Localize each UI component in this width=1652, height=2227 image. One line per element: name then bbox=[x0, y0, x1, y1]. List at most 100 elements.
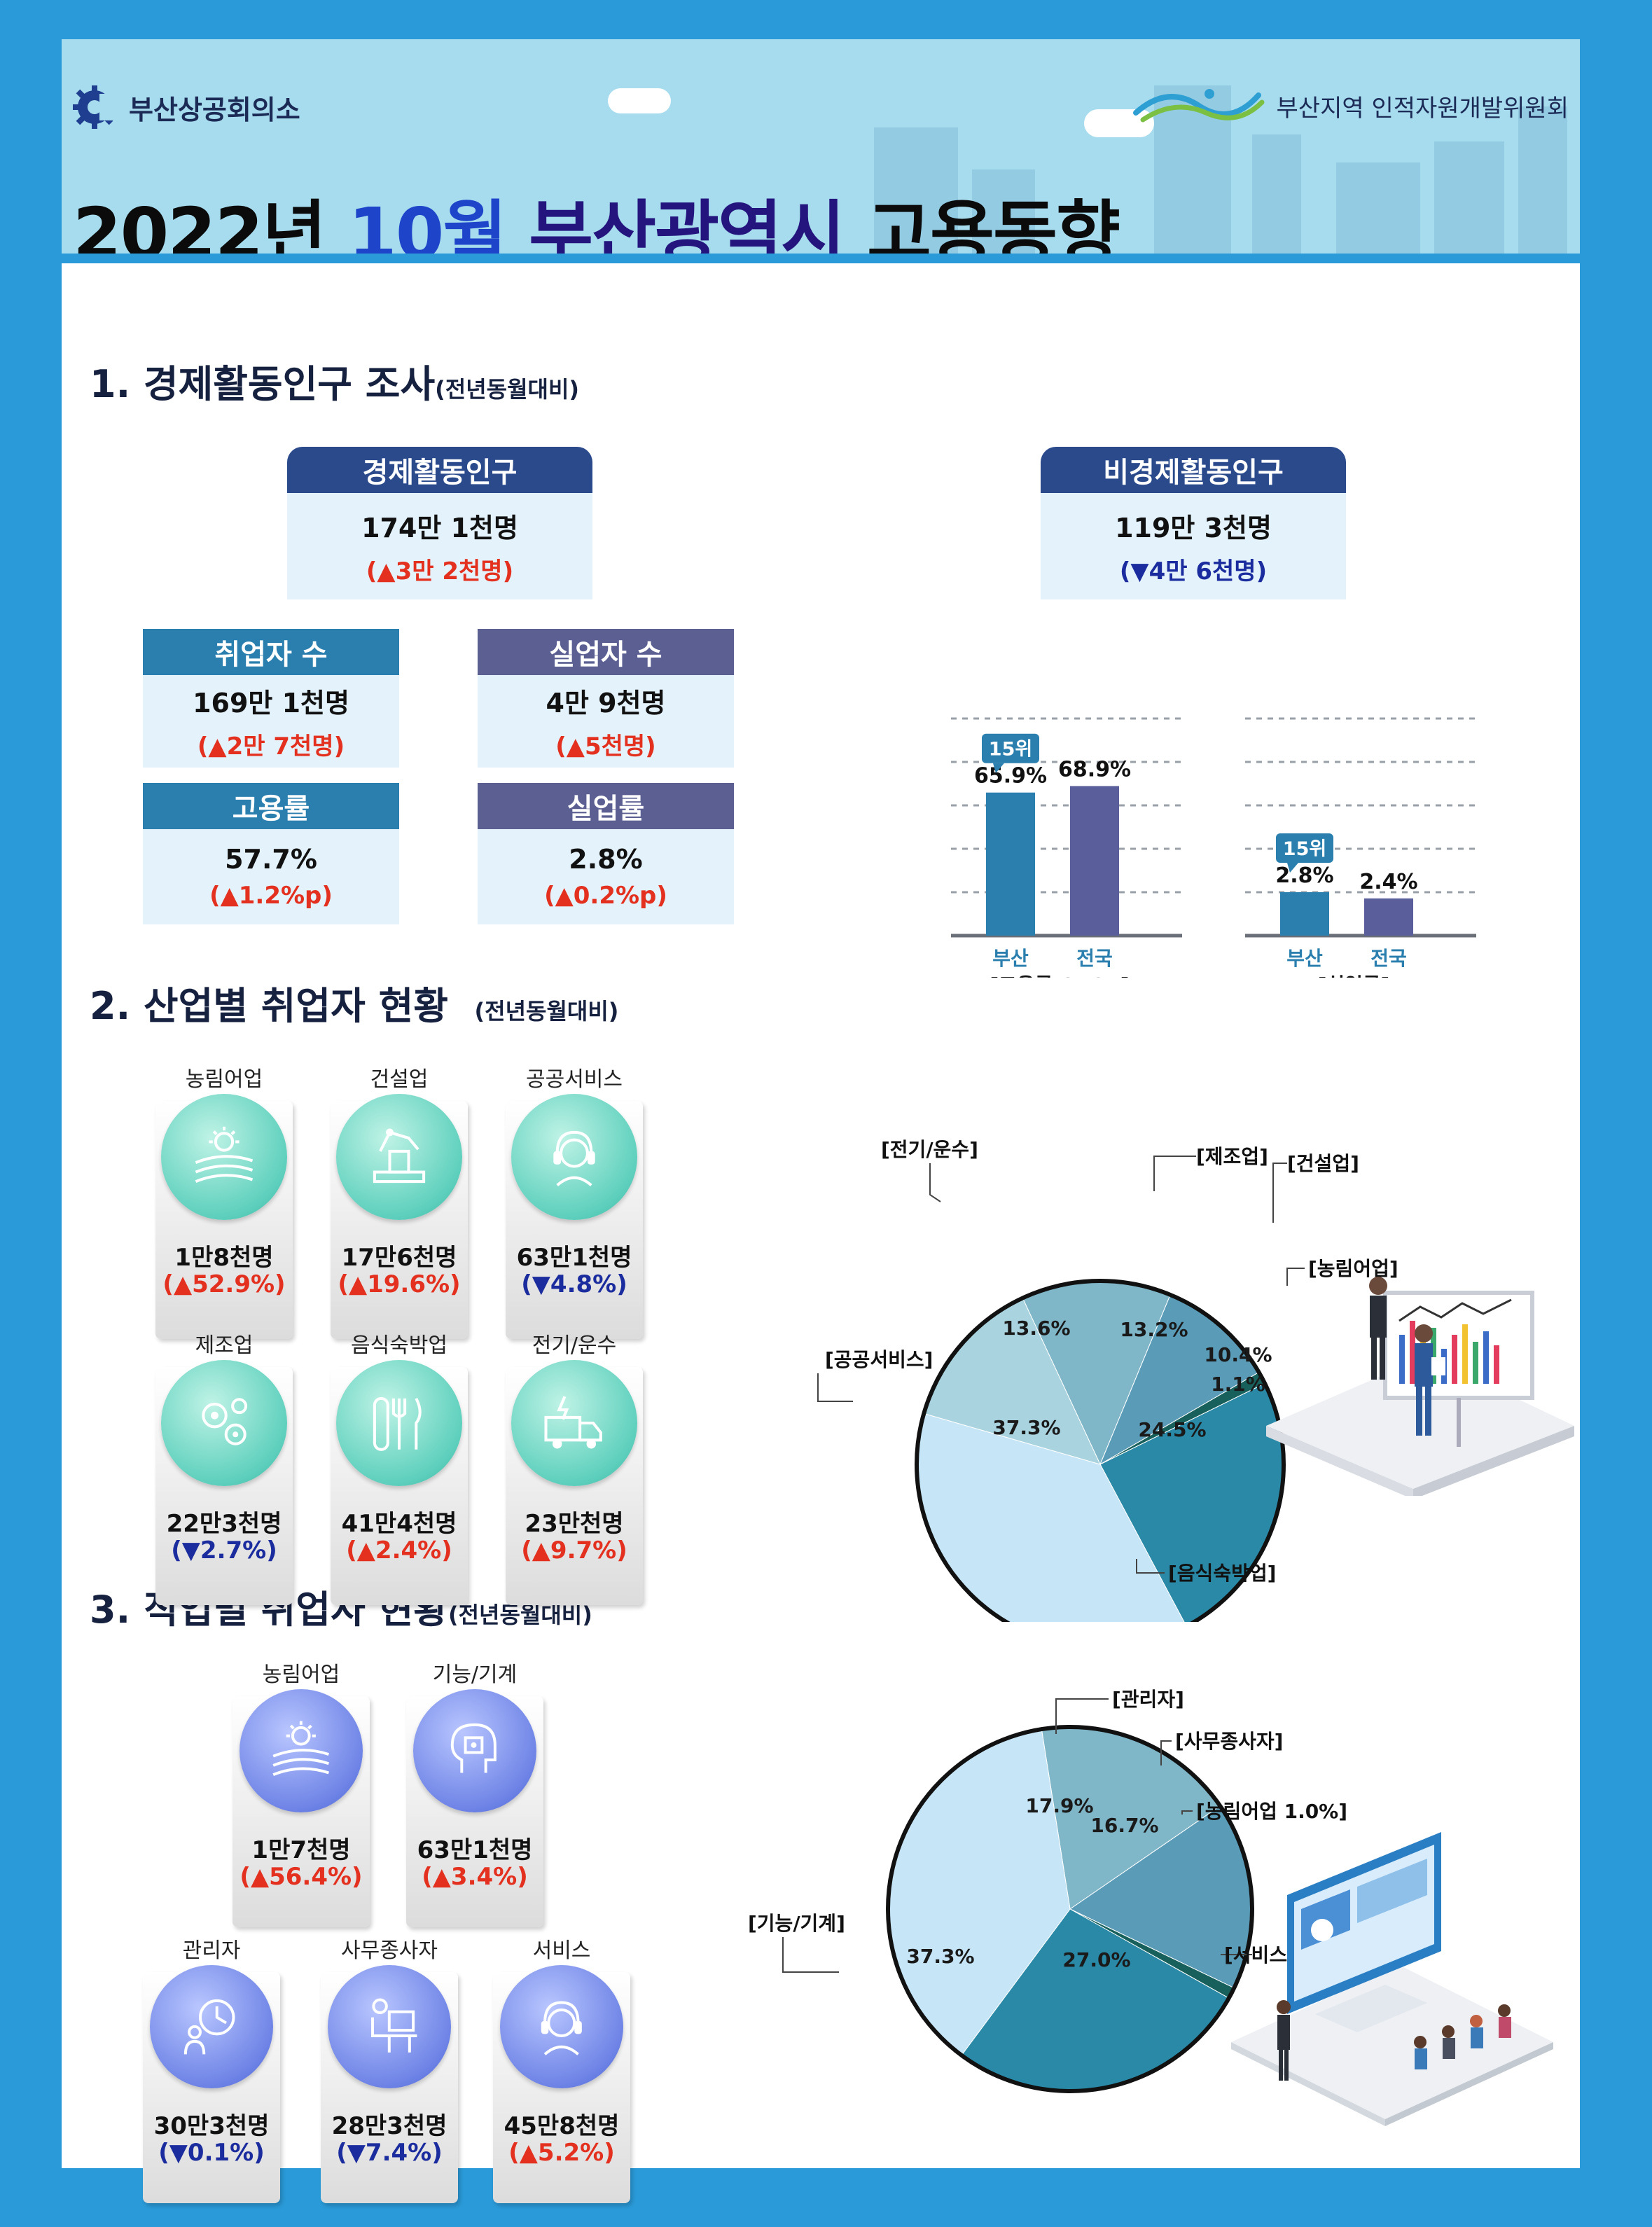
employed-box: 취업자 수 169만 1천명 (▲2만 7천명) bbox=[143, 629, 399, 768]
bar-national bbox=[1364, 898, 1413, 936]
section2-title: 2. 산업별 취업자 현황 (전년동월대비) bbox=[90, 975, 618, 1030]
headset-icon bbox=[511, 1094, 637, 1220]
industry-item-change: (▼2.7%) bbox=[171, 1536, 277, 1565]
bar-value-label: 65.9% bbox=[974, 764, 1047, 789]
pie-value-label: 10.4% bbox=[1204, 1343, 1272, 1366]
farm-icon bbox=[240, 1689, 363, 1812]
category-label: 부산 bbox=[992, 947, 1029, 970]
occupation-pie-chart: 17.9% [관리자] 16.7% [사무종사자] [농림어업 1.0%] 27.0% [서… bbox=[748, 1688, 1347, 2093]
pie-category-label: [농림어업] bbox=[1308, 1257, 1398, 1280]
pie-category-label: [사무종사자] bbox=[1175, 1730, 1283, 1753]
chamber-logo: 부산상공회의소 bbox=[71, 84, 300, 130]
gears-icon bbox=[161, 1360, 287, 1486]
section2-subtitle: (전년동월대비) bbox=[474, 998, 619, 1025]
leader-line bbox=[782, 1937, 839, 1973]
dashboard-illustration bbox=[1231, 1832, 1553, 2126]
unemployed-box: 실업자 수 4만 9천명 (▲5천명) bbox=[478, 629, 734, 768]
pie-value-label: 24.5% bbox=[1138, 1418, 1206, 1441]
pie-value-label: 37.3% bbox=[992, 1416, 1060, 1439]
bar-national bbox=[1070, 786, 1119, 936]
pie-value-label: 37.3% bbox=[906, 1945, 974, 1968]
pie-outline bbox=[886, 1725, 1254, 2093]
occupation-item-change: (▼7.4%) bbox=[336, 2139, 443, 2167]
leader-line bbox=[1181, 1810, 1193, 1815]
wave-logo-icon bbox=[1132, 89, 1265, 123]
pie-category-label: [농림어업 1.0%] bbox=[1196, 1800, 1347, 1823]
section2-title-text: 2. 산업별 취업자 현황 bbox=[90, 984, 448, 1028]
category-label: 전국 bbox=[1076, 947, 1113, 970]
econ-active-box: 경제활동인구 174만 1천명 (▲3만 2천명) bbox=[287, 447, 592, 599]
econ-active-label: 경제활동인구 bbox=[287, 447, 592, 493]
occupation-item-label: 기능/기계 bbox=[432, 1663, 518, 1687]
industry-item-value: 17만6천명 bbox=[341, 1244, 457, 1272]
occupation-item-value: 63만1천명 bbox=[417, 1836, 533, 1864]
title-city: 부산광역시 bbox=[529, 193, 845, 263]
title-month: 10월 bbox=[348, 193, 507, 263]
industry-item-value: 63만1천명 bbox=[516, 1244, 632, 1272]
industry-item-change: (▲52.9%) bbox=[162, 1270, 286, 1298]
clock-manager-icon bbox=[150, 1965, 273, 2088]
x-axis-title: [실업률] bbox=[1318, 973, 1390, 978]
employment-rate-box: 고용률 57.7% (▲1.2%p) bbox=[143, 783, 399, 924]
section1-title-text: 1. 경제활동인구 조사 bbox=[90, 362, 436, 406]
employment-rate-change: (▲1.2%p) bbox=[209, 882, 333, 910]
industry-item-label: 공공서비스 bbox=[526, 1067, 623, 1092]
rank-badge bbox=[1276, 833, 1333, 863]
industry-item-label: 농림어업 bbox=[185, 1067, 263, 1092]
pie-value-label: 13.6% bbox=[1002, 1317, 1070, 1340]
construction-icon bbox=[336, 1094, 462, 1220]
pie-category-label: [음식숙박업] bbox=[1168, 1562, 1276, 1585]
infographic-frame: 부산상공회의소 부산지역 인적자원개발위원회 2022년 10월 부산광역시 고… bbox=[62, 39, 1580, 2203]
header: 부산상공회의소 부산지역 인적자원개발위원회 2022년 10월 부산광역시 고… bbox=[62, 39, 1580, 263]
office-worker-icon bbox=[328, 1965, 451, 2088]
leader-line bbox=[1136, 1559, 1165, 1574]
bar-value-label: 68.9% bbox=[1058, 757, 1131, 782]
rank-badge bbox=[982, 733, 1039, 763]
chip-head-icon bbox=[413, 1689, 536, 1812]
leader-line bbox=[1055, 1698, 1109, 1734]
farm-icon bbox=[161, 1094, 287, 1220]
hrd-committee-logo: 부산지역 인적자원개발위원회 bbox=[1132, 81, 1569, 130]
leader-line bbox=[817, 1373, 853, 1402]
bar-value-label: 2.8% bbox=[1275, 863, 1333, 888]
pie-value-label: 1.1% bbox=[1211, 1373, 1265, 1396]
committee-name: 부산지역 인적자원개발위원회 bbox=[1276, 94, 1569, 123]
cutlery-icon bbox=[336, 1360, 462, 1486]
industry-item-value: 23만천명 bbox=[525, 1510, 624, 1538]
category-label: 부산 bbox=[1286, 947, 1323, 970]
employment-rate-bar-chart: 65.9% 부산 15위 68.9% 전국 [고용률 OECD] bbox=[951, 717, 1182, 978]
non-econ-active-change: (▼4만 6천명) bbox=[1119, 557, 1268, 585]
headset-icon bbox=[500, 1965, 623, 2088]
unemployed-label: 실업자 수 bbox=[478, 629, 734, 675]
employed-value: 169만 1천명 bbox=[193, 688, 349, 719]
occupation-item-value: 30만3천명 bbox=[153, 2112, 270, 2140]
non-econ-active-box: 비경제활동인구 119만 3천명 (▼4만 6천명) bbox=[1041, 447, 1346, 599]
category-label: 전국 bbox=[1370, 947, 1407, 970]
pie-category-label: [공공서비스] bbox=[825, 1348, 933, 1371]
occupation-item-value: 45만8천명 bbox=[504, 2112, 620, 2140]
occupation-item-change: (▲3.4%) bbox=[422, 1863, 528, 1891]
occupation-item-label: 사무종사자 bbox=[341, 1938, 438, 1963]
non-econ-active-label: 비경제활동인구 bbox=[1041, 447, 1346, 493]
pie-value-label: 17.9% bbox=[1025, 1794, 1093, 1817]
pie-value-label: 16.7% bbox=[1090, 1814, 1158, 1837]
leader-line bbox=[1160, 1740, 1172, 1765]
truck-icon bbox=[511, 1360, 637, 1486]
employed-label: 취업자 수 bbox=[143, 629, 399, 675]
building-decoration bbox=[874, 127, 958, 254]
unemployment-rate-box: 실업률 2.8% (▲0.2%p) bbox=[478, 783, 734, 924]
pie-category-label: [서비스] bbox=[1224, 1943, 1296, 1966]
industry-item-label: 전기/운수 bbox=[532, 1333, 617, 1358]
leader-line bbox=[1272, 1163, 1287, 1223]
industry-item-label: 제조업 bbox=[195, 1333, 254, 1358]
building-decoration bbox=[972, 169, 1035, 254]
industry-item-value: 1만8천명 bbox=[174, 1244, 274, 1272]
occupation-item-label: 농림어업 bbox=[262, 1663, 340, 1687]
bar-busan bbox=[986, 792, 1035, 936]
leader-line bbox=[1286, 1268, 1305, 1286]
pie-category-label: [전기/운수] bbox=[881, 1138, 978, 1161]
section1-subtitle: (전년동월대비) bbox=[435, 376, 580, 403]
title-topic: 고용동향 bbox=[866, 193, 1120, 263]
rank-badge-pointer bbox=[1287, 863, 1298, 873]
pie-outline bbox=[915, 1279, 1286, 1622]
